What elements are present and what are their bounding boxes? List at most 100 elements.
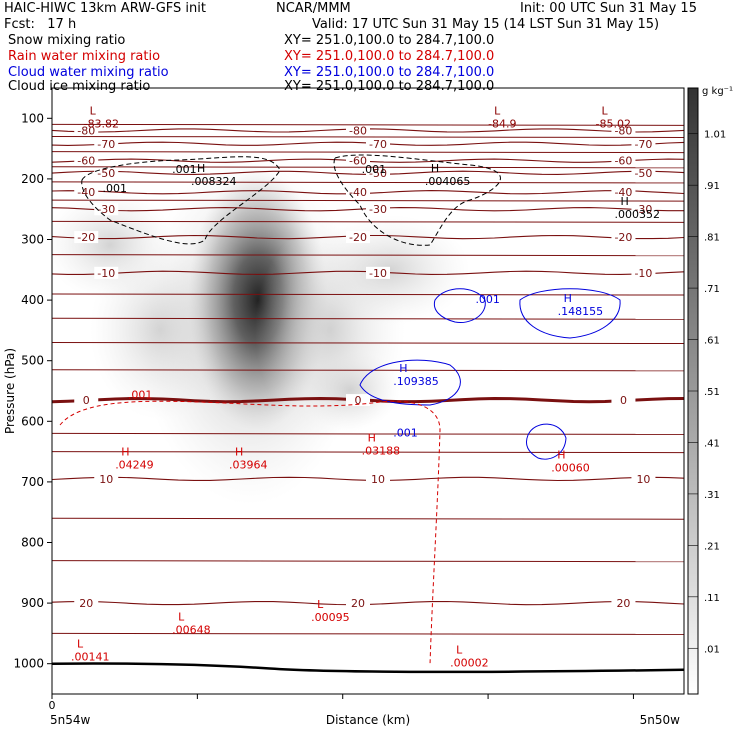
isotherm-label-bg [94,266,119,279]
extremum-marker: H [235,445,243,458]
isotherm-label: -60 [614,155,632,168]
isotherm-label-bg [611,394,636,407]
init-time: Init: 00 UTC Sun 31 May 15 [520,1,697,16]
isotherm-label-bg [74,597,99,610]
contour-label: .001 [103,182,128,195]
isotherm-label: -60 [349,155,367,168]
extremum-value: .03188 [362,445,401,458]
contour-label: .001 [172,163,197,176]
isotherm-label-bg [366,166,390,179]
isotherm-label-bg [631,266,656,279]
extremum-value: .00095 [311,611,350,624]
colorbar-label: .31 [704,490,720,501]
extremum-marker: H [368,432,376,445]
extremum-value: .00002 [450,657,489,670]
ice-contour [81,156,281,245]
field-cloud-ice-xy: XY= 251.0,100.0 to 284.7,100.0 [284,79,495,94]
extremum-value: .008324 [191,175,237,188]
model-title: HAIC-HIWC 13km ARW-GFS init [4,1,206,16]
isotherm-label: 10 [99,473,113,486]
isotherm-line [52,342,684,345]
field-rain-xy: XY= 251.0,100.0 to 284.7,100.0 [284,49,495,64]
colorbar-label: .91 [704,181,720,192]
isotherm-label: -10 [97,267,115,280]
extremum-marker: L [494,104,501,117]
isotherm-label-bg [366,203,390,216]
isotherm-label-bg [74,186,99,199]
isotherm-label: -10 [369,267,387,280]
isotherm-label: -30 [369,203,387,216]
contour-label: .001 [475,293,500,306]
isotherm-label: -80 [349,124,367,137]
extremum-value: -85.02 [596,117,631,130]
isotherm-label-bg [346,124,370,137]
colorbar-label: 1.01 [704,130,726,141]
forecast-hour: Fcst: 17 h [4,17,77,32]
isotherm-label: 0 [620,394,627,407]
isotherm-line [52,254,684,257]
ice-contour [333,154,501,246]
isotherm-label-bg [346,394,370,407]
isotherm-label-bg [94,203,119,216]
contour-label: .001 [362,163,387,176]
isotherm-label: -70 [97,138,115,151]
colorbar-unit: g kg⁻¹ [702,86,733,97]
isotherm-label-bg [611,186,636,199]
terrain-line [52,662,684,674]
isotherm-label: -70 [369,138,387,151]
field-snow-name: Snow mixing ratio [8,33,126,48]
x-origin-label: 0 [49,699,56,712]
isotherm-label-bg [631,203,656,216]
y-tick-label: 200 [21,172,44,186]
colorbar-label: .71 [704,284,720,295]
isotherm-line [52,181,684,184]
isotherm-line [52,166,684,169]
isotherm-label: -50 [369,167,387,180]
isotherm-label-bg [94,137,119,150]
extremum-value: -84.9 [488,117,516,130]
extremum-value: .004065 [425,175,471,188]
extremum-marker: H [431,162,439,175]
isotherm-label-bg [631,166,656,179]
isotherm-line [52,632,684,635]
plot-frame [51,87,685,695]
colorbar-label: .21 [704,541,720,552]
isotherm-line [52,199,684,202]
isotherm-label-bg [346,186,370,199]
rain-contour [59,400,441,666]
contour-label: .001 [128,388,153,401]
extremum-value: .109385 [393,375,439,388]
isotherm-label-bg [611,231,636,244]
isotherm-label: -50 [634,167,652,180]
isotherm-line [52,517,684,520]
isotherm-label-bg [366,266,390,279]
x-axis-label: Distance (km) [326,713,410,727]
isotherm-label-bg [611,597,636,610]
extremum-marker: L [77,638,84,651]
colorbar-label: .41 [704,438,720,449]
isotherm-line [52,135,684,138]
isotherm-label: -40 [349,186,367,199]
isotherm-label: 10 [636,473,650,486]
isotherm-label: -80 [614,124,632,137]
y-tick-label: 800 [21,536,44,550]
isotherm-line [52,317,684,320]
field-cloud-water-xy: XY= 251.0,100.0 to 284.7,100.0 [284,65,495,80]
extremum-value: .148155 [558,305,604,318]
isotherm-label: -20 [349,231,367,244]
extremum-marker: H [557,449,565,462]
isotherm-label: 20 [79,597,93,610]
extremum-value: .00060 [551,462,590,475]
cloud-water-contour [433,288,486,324]
isotherm-label-bg [366,472,390,485]
contour-label: .001 [393,426,418,439]
extremum-marker: H [399,362,407,375]
y-tick-label: 1000 [13,657,44,671]
isotherm-label: -40 [614,186,632,199]
cloud-water-contour [359,359,461,406]
isotherm-label-bg [94,166,119,179]
extremum-value: .04249 [115,458,154,471]
isotherm-label: -70 [634,138,652,151]
isotherm-label: -30 [634,203,652,216]
isotherm-label-bg [631,472,656,485]
